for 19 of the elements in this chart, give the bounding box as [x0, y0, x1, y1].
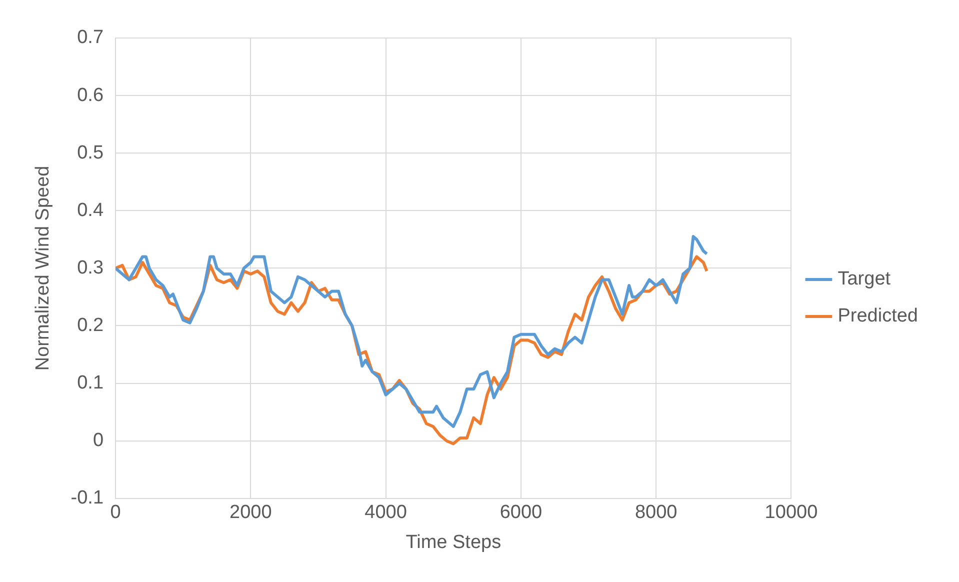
y-tick-label: 0.2 — [77, 314, 104, 336]
y-tick-label: 0 — [92, 430, 104, 452]
x-axis-title: Time Steps — [406, 532, 502, 553]
x-tick-label: 4000 — [364, 502, 407, 524]
x-tick-label: 6000 — [500, 502, 542, 524]
y-tick-label: 0.4 — [77, 200, 104, 221]
y-tick-label: 0.7 — [77, 27, 104, 48]
y-tick-label: 0.3 — [77, 257, 104, 278]
y-tick-label: -0.1 — [70, 488, 104, 509]
x-tick-label: 0 — [110, 502, 121, 524]
y-tick-label: 0.6 — [77, 84, 104, 106]
legend-label: Target — [838, 268, 892, 290]
x-tick-label: 8000 — [634, 502, 678, 524]
y-tick-label: 0.5 — [77, 142, 104, 164]
legend-label: Predicted — [838, 306, 918, 327]
x-tick-label: 10000 — [764, 502, 818, 524]
y-tick-label: 0.1 — [77, 372, 104, 394]
x-tick-label: 2000 — [230, 502, 272, 524]
y-axis-title: Normalized Wind Speed — [32, 166, 54, 371]
